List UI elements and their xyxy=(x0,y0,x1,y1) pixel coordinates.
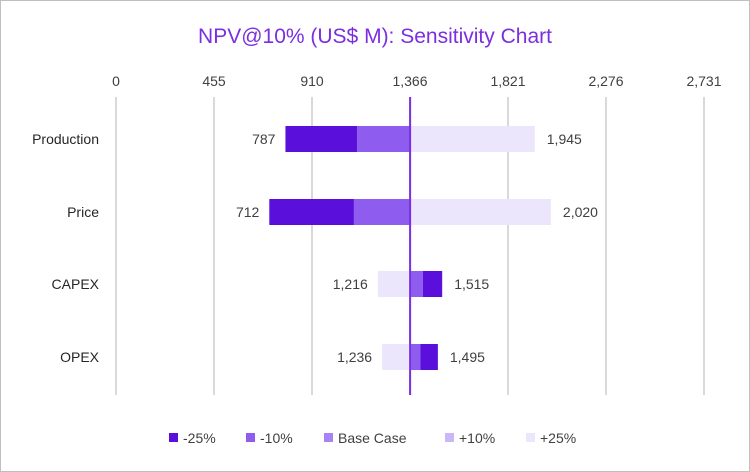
legend-label: +10% xyxy=(459,430,495,446)
data-label-right: 2,020 xyxy=(563,204,598,220)
x-tick-label: 2,731 xyxy=(686,73,721,89)
category-label: OPEX xyxy=(60,349,100,365)
bar-segment-+25pct xyxy=(382,344,411,370)
chart-title: NPV@10% (US$ M): Sensitivity Chart xyxy=(198,25,552,48)
bar-segment--25pct xyxy=(422,271,443,297)
legend-swatch xyxy=(169,433,178,442)
data-label-left: 712 xyxy=(236,204,260,220)
bar-segment--25pct xyxy=(269,199,354,225)
category-label: CAPEX xyxy=(52,276,100,292)
x-tick-label: 0 xyxy=(112,73,120,89)
data-label-right: 1,945 xyxy=(547,131,582,147)
x-tick-label: 1,821 xyxy=(490,73,525,89)
bar-segment--10pct xyxy=(353,199,411,225)
category-label: Price xyxy=(67,204,99,220)
bar-segment--10pct xyxy=(410,271,423,297)
x-tick-label: 1,366 xyxy=(392,73,427,89)
data-label-right: 1,495 xyxy=(450,349,485,365)
legend-swatch xyxy=(526,433,535,442)
legend-label: -10% xyxy=(260,430,293,446)
data-label-right: 1,515 xyxy=(454,276,489,292)
legend-swatch xyxy=(324,433,333,442)
bar-segment--10pct xyxy=(357,126,411,152)
x-axis-ticks: 0 455 910 1,366 1,821 2,276 2,731 xyxy=(112,73,722,89)
bars xyxy=(269,126,551,370)
category-labels: Production Price CAPEX OPEX xyxy=(32,131,100,365)
x-tick-label: 2,276 xyxy=(588,73,623,89)
legend-swatch xyxy=(445,433,454,442)
x-tick-label: 910 xyxy=(300,73,324,89)
bar-segment--25pct xyxy=(285,126,358,152)
data-label-left: 1,216 xyxy=(333,276,368,292)
bar-segment-+25pct xyxy=(410,199,551,225)
category-label: Production xyxy=(32,131,99,147)
data-labels: 787 1,945 712 2,020 1,216 1,515 1,236 1,495 xyxy=(236,131,598,365)
legend-label: -25% xyxy=(183,430,216,446)
bar-segment-+25pct xyxy=(377,271,411,297)
legend-label: +25% xyxy=(540,430,576,446)
legend-swatch xyxy=(246,433,255,442)
bar-segment--25pct xyxy=(420,344,438,370)
x-tick-label: 455 xyxy=(202,73,226,89)
data-label-left: 787 xyxy=(252,131,276,147)
legend: -25% -10% Base Case +10% +25% xyxy=(169,430,576,446)
data-label-left: 1,236 xyxy=(337,349,372,365)
bar-segment--10pct xyxy=(410,344,421,370)
legend-label: Base Case xyxy=(338,430,407,446)
bar-segment-+25pct xyxy=(410,126,535,152)
